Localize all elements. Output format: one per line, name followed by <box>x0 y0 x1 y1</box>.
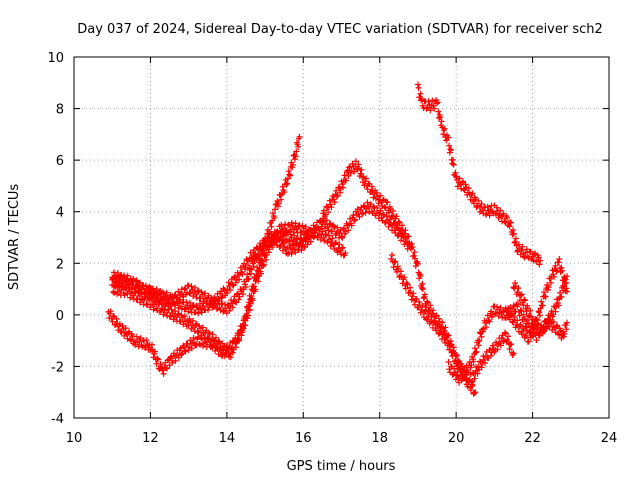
x-tick-label: 14 <box>219 431 236 446</box>
chart-title: Day 037 of 2024, Sidereal Day-to-day VTE… <box>77 22 603 37</box>
series-3-markers <box>105 219 314 377</box>
series-4-markers <box>109 226 349 317</box>
series-9-markers <box>502 256 570 345</box>
plot-frame <box>73 56 610 419</box>
x-tick-label: 24 <box>601 431 618 446</box>
x-tick-label: 12 <box>142 431 159 446</box>
y-tick-label: -2 <box>51 360 64 375</box>
x-axis-label: GPS time / hours <box>287 459 396 474</box>
x-tick-label: 10 <box>66 431 83 446</box>
series-9 <box>502 256 570 345</box>
series-6-markers <box>388 252 517 386</box>
y-tick-label: 10 <box>47 51 64 66</box>
x-tick-labels: 10 12 14 16 18 20 22 24 <box>66 431 618 446</box>
y-tick-label: 6 <box>56 154 64 169</box>
x-tick-label: 16 <box>295 431 312 446</box>
y-tick-label: -4 <box>51 412 64 427</box>
y-tick-label: 0 <box>56 309 64 324</box>
series-10-markers <box>510 280 570 342</box>
y-tick-label: 8 <box>56 103 64 118</box>
data-series <box>105 81 570 397</box>
x-tick-label: 22 <box>524 431 541 446</box>
x-tick-label: 18 <box>371 431 388 446</box>
y-tick-label: 4 <box>56 206 64 221</box>
series-6 <box>388 252 517 386</box>
series-3 <box>105 219 314 377</box>
series-7-markers <box>414 81 544 268</box>
y-tick-labels: -4 -2 0 2 4 6 8 10 <box>47 51 64 427</box>
y-axis-label: SDTVAR / TECUs <box>7 184 22 291</box>
x-tick-label: 20 <box>448 431 465 446</box>
series-10 <box>510 280 570 342</box>
series-7 <box>414 81 544 268</box>
series-4 <box>109 226 349 317</box>
y-tick-label: 2 <box>56 257 64 272</box>
